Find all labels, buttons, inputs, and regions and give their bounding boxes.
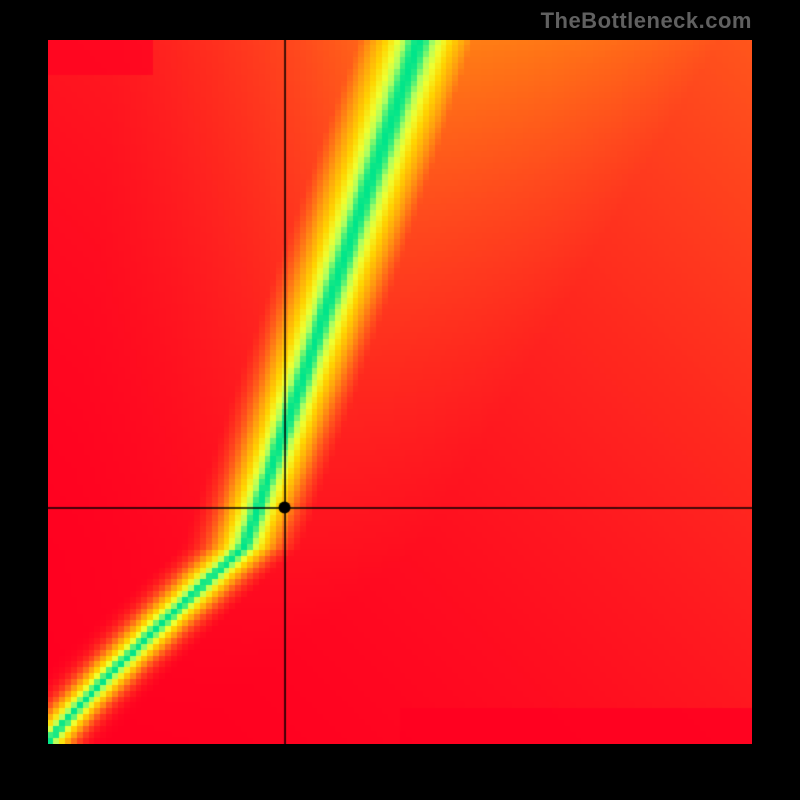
heatmap-plot	[48, 40, 752, 744]
chart-container: TheBottleneck.com	[0, 0, 800, 800]
watermark-text: TheBottleneck.com	[541, 8, 752, 34]
heatmap-canvas	[48, 40, 752, 744]
